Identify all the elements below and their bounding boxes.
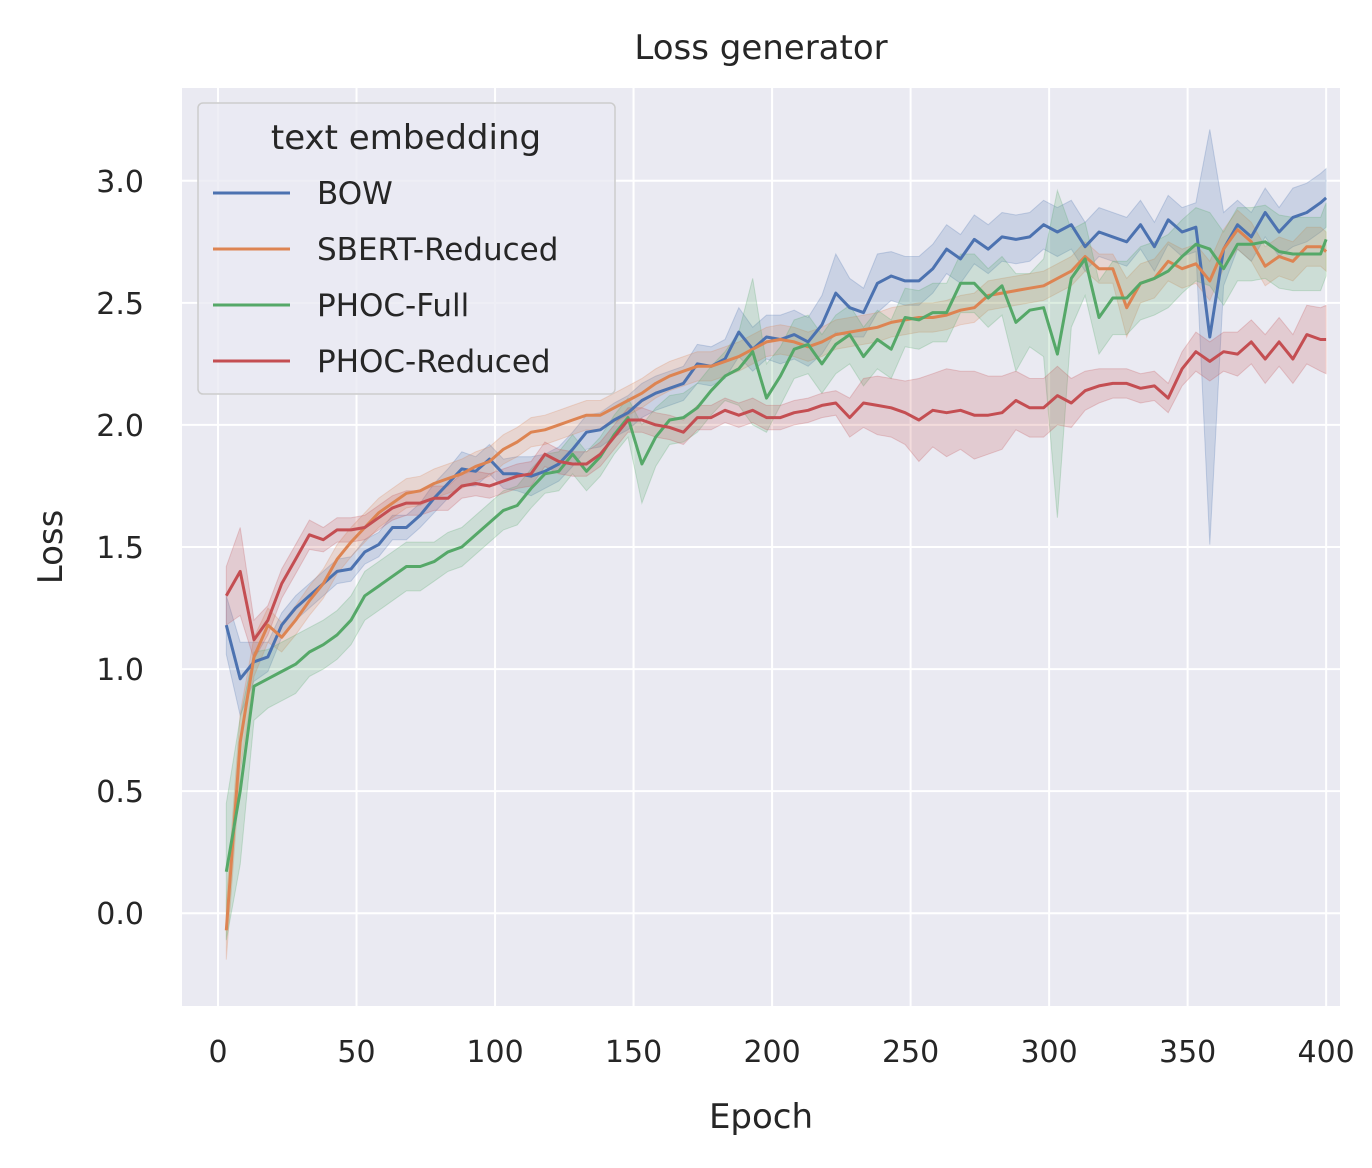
confidence-bands: [225, 129, 1327, 960]
y-tick-label: 1.0: [96, 653, 144, 688]
x-tick-label: 0: [208, 1035, 227, 1070]
confidence-band: [225, 188, 1327, 941]
legend-label: BOW: [317, 176, 393, 212]
y-tick-label: 3.0: [96, 165, 144, 200]
confidence-band: [225, 209, 1327, 960]
x-tick-label: 100: [466, 1035, 523, 1070]
y-tick-labels: 0.0 0.5 1.0 1.5 2.0 2.5 3.0: [96, 165, 144, 932]
y-tick-label: 2.0: [96, 409, 144, 444]
legend-label: SBERT-Reduced: [317, 232, 558, 268]
series-line: [224, 333, 1327, 642]
y-tick-label: 0.0: [96, 897, 144, 932]
x-tick-label: 400: [1298, 1035, 1355, 1070]
series-lines: [224, 196, 1328, 931]
legend-title: text embedding: [271, 118, 541, 158]
y-axis-title: Loss: [31, 510, 71, 585]
x-tick-label: 250: [882, 1035, 939, 1070]
x-tick-label: 350: [1159, 1035, 1216, 1070]
x-axis-title: Epoch: [709, 1097, 813, 1137]
x-tick-labels: 0 50 100 150 200 250 300 350 400: [208, 1035, 1354, 1070]
chart-title: Loss generator: [634, 28, 887, 68]
y-tick-label: 2.5: [96, 287, 144, 322]
confidence-band: [225, 129, 1327, 718]
y-tick-label: 1.5: [96, 531, 144, 566]
x-tick-label: 50: [337, 1035, 375, 1070]
confidence-band: [225, 304, 1327, 661]
x-tick-label: 150: [605, 1035, 662, 1070]
x-tick-label: 200: [743, 1035, 800, 1070]
y-tick-label: 0.5: [96, 775, 144, 810]
legend: text embedding BOW SBERT-Reduced PHOC-Full…: [197, 102, 616, 395]
legend-label: PHOC-Reduced: [317, 344, 551, 380]
series-line: [224, 238, 1328, 872]
x-tick-label: 300: [1020, 1035, 1077, 1070]
gridlines: [182, 88, 1340, 1006]
legend-box: [197, 102, 616, 395]
legend-label: PHOC-Full: [317, 288, 469, 324]
